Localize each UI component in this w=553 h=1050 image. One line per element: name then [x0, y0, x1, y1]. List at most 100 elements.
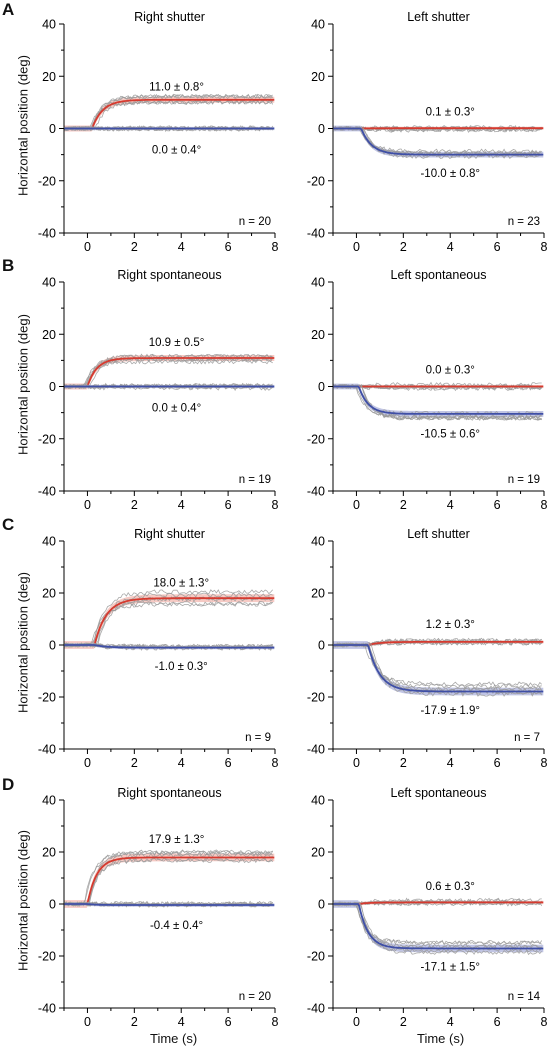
- data-label: 10.9 ± 0.5°: [149, 337, 205, 349]
- panel-letter-a: A: [2, 0, 15, 19]
- y-tick-label: -40: [38, 743, 56, 757]
- n-label: n = 7: [514, 732, 540, 744]
- y-tick-label: -40: [38, 485, 56, 499]
- data-label: 0.1 ± 0.3°: [426, 107, 475, 119]
- data-label: 1.2 ± 0.3°: [426, 619, 475, 631]
- individual-trace: [64, 849, 273, 907]
- chart-title: Left spontaneous: [391, 268, 487, 282]
- y-tick-label: 20: [42, 328, 56, 342]
- x-tick-label: 2: [131, 498, 138, 512]
- chart-panel-b-right: Left spontaneous 40 20 0 -20 -40 0 2 4 6 8 0.0 ± 0.…: [307, 268, 548, 512]
- x-tick-label: 6: [225, 1015, 232, 1029]
- x-tick-label: 6: [225, 240, 232, 254]
- x-tick-label: 4: [178, 756, 185, 770]
- y-tick-label: -20: [38, 950, 56, 964]
- x-tick-label: 0: [84, 1015, 91, 1029]
- y-tick-label: -20: [307, 432, 325, 446]
- x-tick-label: 0: [84, 498, 91, 512]
- individual-trace: [333, 381, 542, 390]
- individual-trace: [333, 642, 542, 690]
- y-tick-label: 20: [311, 846, 325, 860]
- chart-title: Right shutter: [134, 10, 205, 24]
- x-tick-label: 2: [400, 756, 407, 770]
- x-tick-label: 6: [225, 498, 232, 512]
- x-tick-label: 4: [178, 498, 185, 512]
- chart-title: Right spontaneous: [117, 268, 221, 282]
- data-label: -0.4 ± 0.4°: [150, 920, 203, 932]
- x-tick-label: 8: [541, 498, 548, 512]
- y-tick-label: 40: [311, 276, 325, 290]
- chart-title: Right spontaneous: [117, 786, 221, 800]
- y-tick-label: 0: [49, 898, 56, 912]
- data-label: 0.0 ± 0.3°: [426, 365, 475, 377]
- y-tick-label: -40: [307, 485, 325, 499]
- blue-mean-line: [333, 903, 544, 950]
- data-label: 0.0 ± 0.4°: [152, 144, 201, 156]
- data-label: 0.6 ± 0.3°: [426, 881, 475, 893]
- x-tick-label: 2: [131, 1015, 138, 1029]
- x-tick-label: 0: [353, 756, 360, 770]
- y-tick-label: -20: [38, 432, 56, 446]
- y-tick-label: 0: [318, 898, 325, 912]
- x-tick-label: 2: [400, 1015, 407, 1029]
- data-label: -17.1 ± 1.5°: [420, 961, 480, 973]
- x-tick-label: 8: [272, 240, 279, 254]
- panel-letter-c: C: [2, 515, 15, 534]
- data-label: -1.0 ± 0.3°: [155, 661, 208, 673]
- y-tick-label: 20: [42, 846, 56, 860]
- data-label: 18.0 ± 1.3°: [153, 578, 209, 590]
- y-tick-label: 20: [311, 70, 325, 84]
- x-tick-label: 4: [447, 498, 454, 512]
- y-tick-label: 0: [318, 639, 325, 653]
- x-tick-label: 2: [131, 756, 138, 770]
- blue-mean-line: [333, 127, 544, 156]
- x-tick-label: 4: [178, 240, 185, 254]
- x-tick-label: 8: [541, 756, 548, 770]
- individual-trace: [333, 902, 543, 951]
- data-label: -17.9 ± 1.9°: [420, 705, 480, 717]
- x-tick-label: 0: [353, 498, 360, 512]
- chart-panel-d-right: Left spontaneous 40 20 0 -20 -40 0 2 4 6 8 0.6 ± 0.…: [307, 786, 548, 1029]
- red-mean-line: [333, 901, 544, 905]
- y-tick-label: -40: [307, 227, 325, 241]
- y-tick-label: -40: [38, 1002, 56, 1016]
- x-tick-label: 0: [353, 1015, 360, 1029]
- x-tick-label: 4: [447, 240, 454, 254]
- x-tick-label: 8: [272, 1015, 279, 1029]
- x-tick-label: 6: [494, 240, 501, 254]
- y-tick-label: 0: [49, 639, 56, 653]
- y-tick-label: -20: [307, 691, 325, 705]
- individual-trace: [333, 901, 543, 946]
- red-mean-line: [64, 357, 275, 388]
- blue-mean-line: [64, 644, 275, 649]
- y-tick-label: 20: [42, 587, 56, 601]
- individual-trace: [64, 358, 273, 390]
- chart-title: Left spontaneous: [391, 786, 487, 800]
- blue-mean-line: [64, 903, 275, 906]
- data-label: -10.5 ± 0.6°: [420, 429, 480, 441]
- y-tick-label: -20: [307, 174, 325, 188]
- x-tick-label: 6: [494, 756, 501, 770]
- y-tick-label: 0: [49, 380, 56, 394]
- y-tick-label: -40: [307, 1002, 325, 1016]
- y-tick-label: -20: [38, 174, 56, 188]
- y-tick-label: 20: [311, 587, 325, 601]
- individual-trace: [333, 642, 542, 687]
- individual-trace: [64, 93, 273, 131]
- x-tick-label: 4: [447, 1015, 454, 1029]
- panel-letter-b: B: [2, 256, 15, 275]
- n-label: n = 9: [245, 732, 271, 744]
- individual-trace: [333, 901, 542, 956]
- y-tick-label: 0: [318, 122, 325, 136]
- red-mean-line: [64, 597, 275, 646]
- x-tick-label: 4: [178, 1015, 185, 1029]
- y-tick-label: 40: [42, 276, 56, 290]
- chart-panel-b-left: Right spontaneous 40 20 0 -20 -40 0 2 4 6 8 10.9 ± …: [38, 268, 279, 512]
- chart-panel-c-left: Right shutter 40 20 0 -20 -40 0 2 4 6 8 18.0 ± 1.3°…: [38, 527, 279, 770]
- x-axis-label-left: Time (s): [150, 1031, 198, 1046]
- x-tick-label: 8: [272, 756, 279, 770]
- n-label: n = 23: [508, 216, 540, 228]
- data-label: -10.0 ± 0.8°: [420, 168, 480, 180]
- y-tick-label: 40: [311, 535, 325, 549]
